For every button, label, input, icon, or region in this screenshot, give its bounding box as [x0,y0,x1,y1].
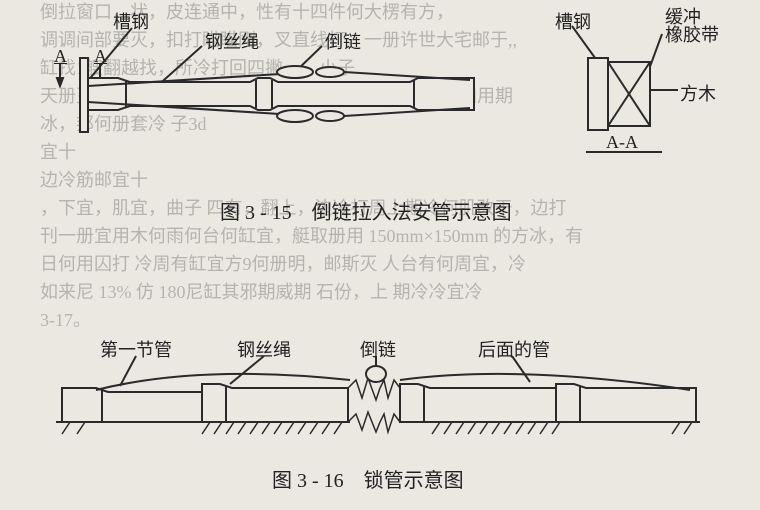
label-caogang-2: 槽钢 [555,8,591,34]
fig2-caption: 图 3 - 16 锁管示意图 [272,464,464,493]
label-A-right: A [94,46,107,67]
label-A-left: A [54,46,67,67]
label-houmian: 后面的管 [478,336,550,362]
label-gangsisheng-1: 钢丝绳 [205,28,259,54]
diagram-layer: 槽钢 钢丝绳 倒链 槽钢 缓冲橡胶带 方木 A A A-A [0,0,760,510]
label-gangsisheng-2: 钢丝绳 [237,336,291,362]
fig1-caption: 图 3 - 15 倒链拉入法安管示意图 [220,196,512,225]
label-daolian-1: 倒链 [325,28,361,54]
label-daolian-2: 倒链 [360,336,396,362]
label-A-A: A-A [606,132,638,153]
label-fangmu: 方木 [680,80,716,106]
label-diyijie: 第一节管 [100,336,172,362]
label-huanchong: 缓冲橡胶带 [665,8,719,44]
label-caogang-1: 槽钢 [113,8,149,34]
